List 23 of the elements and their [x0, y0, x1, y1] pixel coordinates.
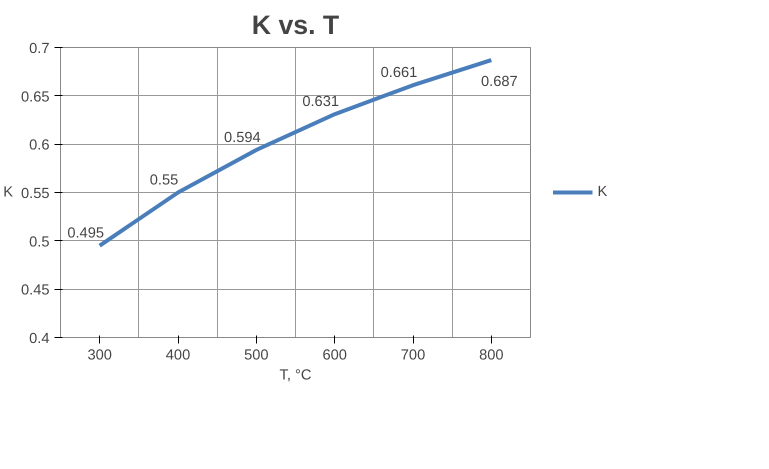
y-tick-label: 0.7: [29, 41, 50, 57]
data-label: 0.631: [302, 94, 340, 110]
data-label: 0.687: [480, 74, 518, 90]
x-tick-label: 800: [479, 348, 504, 364]
x-tick-label: 700: [400, 348, 426, 364]
x-tick-label: 600: [322, 348, 347, 364]
data-label: 0.661: [380, 65, 418, 82]
y-tick-label: 0.55: [20, 186, 50, 202]
y-tick-label: 0.45: [20, 282, 50, 299]
chart-title: K vs. T: [252, 10, 340, 40]
legend-label: K: [598, 184, 608, 200]
x-tick-label: 300: [87, 348, 112, 364]
y-axis-title: K: [3, 184, 14, 200]
y-tick-label: 0.6: [29, 138, 50, 154]
data-label: 0.495: [67, 226, 104, 242]
x-tick-label: 500: [244, 348, 269, 364]
x-axis-title: T, °C: [280, 368, 312, 384]
data-label: 0.594: [224, 130, 261, 146]
y-tick-label: 0.4: [29, 331, 50, 347]
x-tick-label: 400: [166, 348, 190, 364]
y-tick-label: 0.65: [20, 89, 50, 106]
y-tick-label: 0.5: [29, 234, 50, 250]
data-label: 0.55: [150, 172, 178, 188]
